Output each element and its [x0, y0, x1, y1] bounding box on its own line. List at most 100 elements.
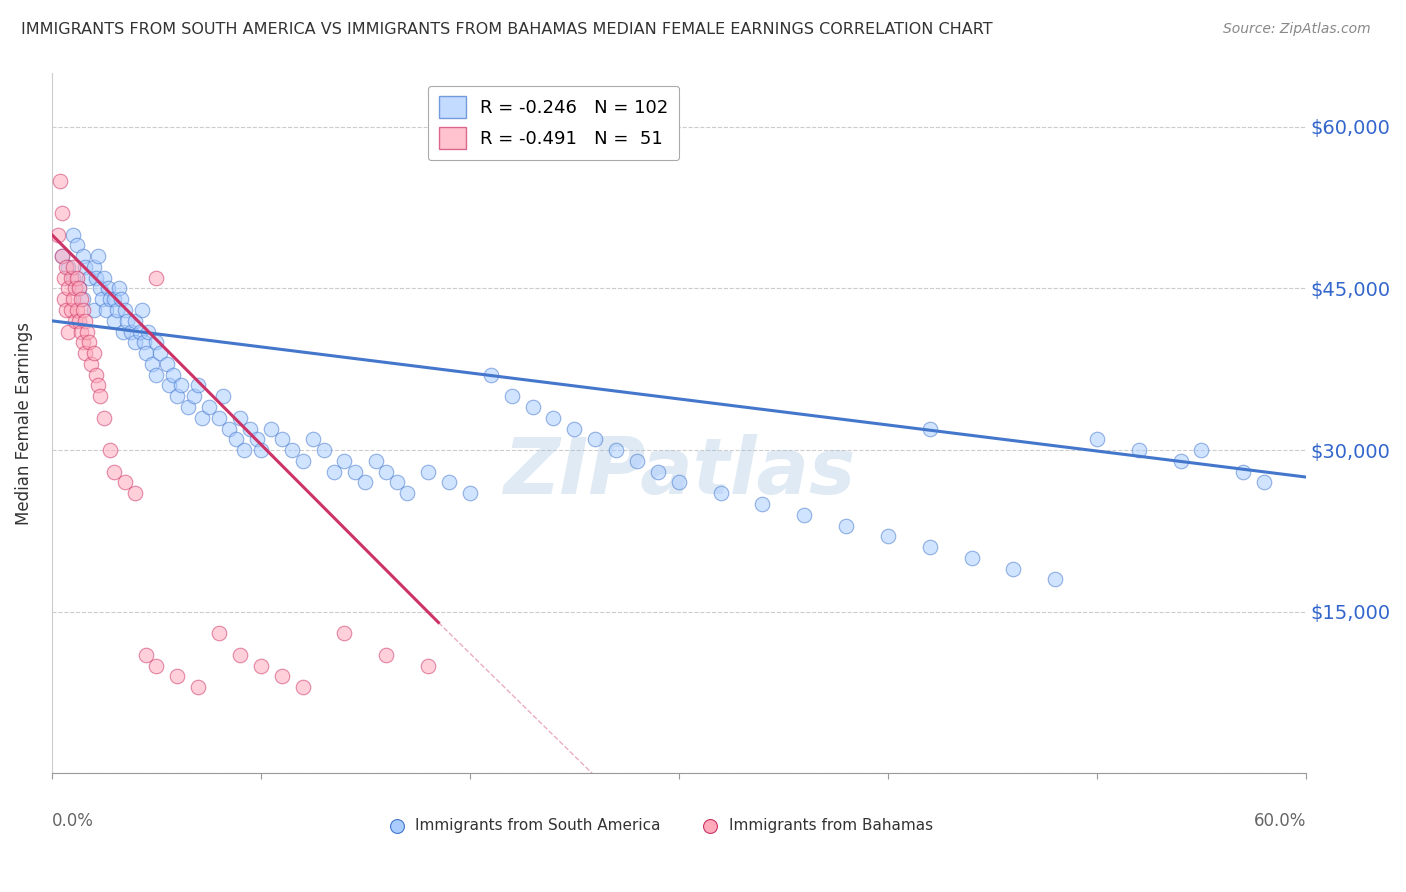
Point: [72, 335, 94, 350]
Point: [960, 550, 983, 565]
Point: [166, 669, 188, 683]
Point: [375, 648, 398, 662]
Point: [79, 335, 101, 350]
Point: [131, 303, 153, 318]
Point: [668, 475, 690, 490]
Point: [145, 368, 167, 382]
Point: [89, 281, 111, 295]
Point: [72, 249, 94, 263]
Point: [98, 443, 121, 458]
Point: [66, 303, 89, 318]
Point: [132, 335, 155, 350]
Point: [343, 465, 366, 479]
Point: [89, 389, 111, 403]
Point: [246, 433, 269, 447]
Point: [1085, 433, 1108, 447]
Point: [49, 174, 72, 188]
Point: [835, 518, 858, 533]
Point: [115, 314, 138, 328]
Point: [1128, 443, 1150, 458]
Point: [135, 648, 157, 662]
Point: [103, 465, 125, 479]
Point: [149, 346, 172, 360]
Point: [111, 325, 134, 339]
Point: [416, 658, 439, 673]
Point: [80, 357, 103, 371]
Point: [124, 486, 146, 500]
Point: [396, 486, 419, 500]
Point: [212, 389, 235, 403]
Point: [1191, 443, 1213, 458]
Point: [128, 325, 150, 339]
Point: [333, 454, 356, 468]
Point: [46, 227, 69, 242]
Point: [1137, 766, 1160, 780]
Point: [166, 389, 188, 403]
Point: [75, 346, 97, 360]
Point: [183, 389, 205, 403]
Point: [162, 368, 184, 382]
Text: Immigrants from South America: Immigrants from South America: [416, 819, 661, 833]
Point: [583, 433, 606, 447]
Point: [197, 400, 219, 414]
Point: [710, 486, 733, 500]
Text: 0.0%: 0.0%: [52, 812, 94, 830]
Point: [62, 260, 84, 274]
Point: [70, 325, 93, 339]
Point: [239, 421, 262, 435]
Point: [66, 270, 89, 285]
Point: [229, 648, 252, 662]
Point: [93, 270, 115, 285]
Point: [94, 303, 117, 318]
Point: [918, 421, 941, 435]
Point: [79, 270, 101, 285]
Point: [135, 346, 157, 360]
Point: [145, 270, 167, 285]
Point: [90, 292, 112, 306]
Point: [605, 443, 627, 458]
Text: ZIPatlas: ZIPatlas: [503, 434, 855, 510]
Point: [1043, 573, 1066, 587]
Point: [291, 454, 314, 468]
Point: [53, 270, 76, 285]
Point: [1170, 454, 1192, 468]
Point: [55, 260, 77, 274]
Point: [67, 281, 90, 295]
Point: [76, 325, 98, 339]
Point: [87, 249, 110, 263]
Point: [170, 378, 193, 392]
Point: [543, 410, 565, 425]
Point: [83, 303, 105, 318]
Text: IMMIGRANTS FROM SOUTH AMERICA VS IMMIGRANTS FROM BAHAMAS MEDIAN FEMALE EARNINGS : IMMIGRANTS FROM SOUTH AMERICA VS IMMIGRA…: [21, 22, 993, 37]
Point: [124, 314, 146, 328]
Point: [84, 368, 107, 382]
Point: [87, 378, 110, 392]
Point: [58, 325, 80, 339]
Point: [616, 766, 638, 780]
Point: [249, 658, 271, 673]
Point: [333, 626, 356, 640]
Point: [375, 465, 398, 479]
Point: [83, 346, 105, 360]
Point: [157, 378, 180, 392]
Point: [281, 443, 304, 458]
Point: [62, 292, 84, 306]
Point: [51, 249, 73, 263]
Point: [225, 433, 247, 447]
Point: [187, 378, 209, 392]
Text: Source: ZipAtlas.com: Source: ZipAtlas.com: [1223, 22, 1371, 37]
Point: [70, 292, 93, 306]
Point: [75, 314, 97, 328]
Point: [53, 292, 76, 306]
Point: [312, 443, 335, 458]
Point: [103, 314, 125, 328]
Point: [626, 454, 648, 468]
Point: [114, 475, 136, 490]
Point: [751, 497, 773, 511]
Point: [103, 292, 125, 306]
Point: [249, 443, 271, 458]
Text: Immigrants from Bahamas: Immigrants from Bahamas: [730, 819, 934, 833]
Point: [145, 658, 167, 673]
Point: [302, 433, 325, 447]
Point: [260, 421, 283, 435]
